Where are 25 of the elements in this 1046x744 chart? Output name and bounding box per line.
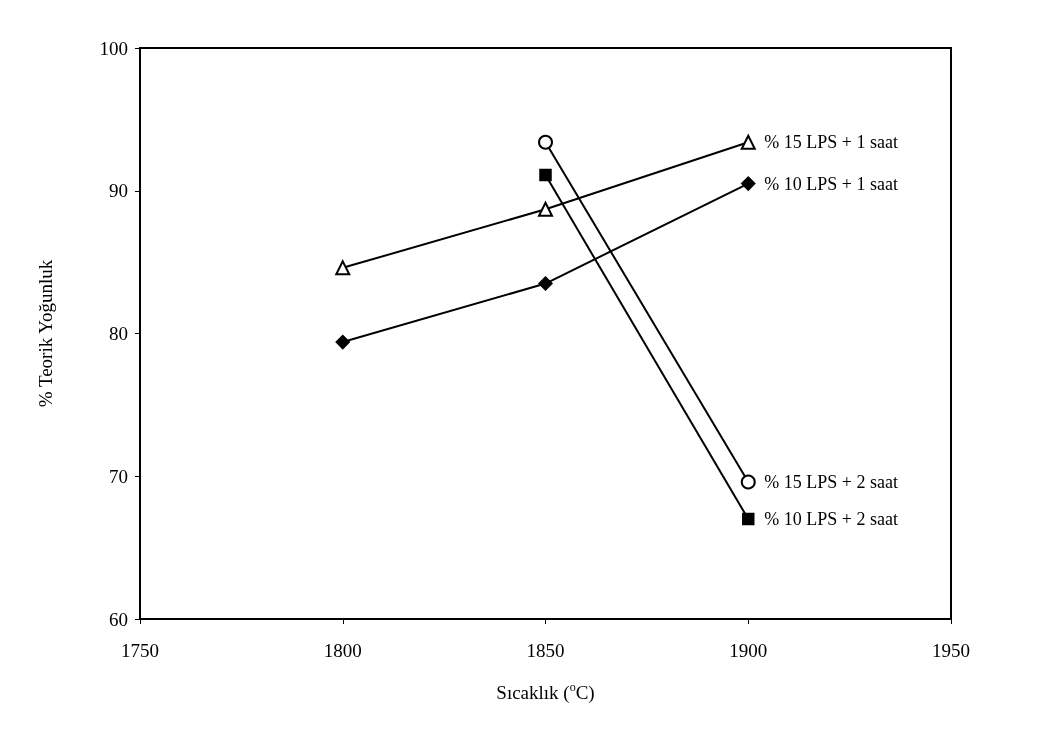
x-tick-label: 1900 [729, 640, 768, 661]
y-tick-label: 100 [99, 37, 128, 59]
y-tick-label: 70 [109, 465, 128, 487]
point [742, 512, 755, 526]
point [538, 201, 553, 217]
point [335, 334, 350, 350]
point [538, 134, 553, 150]
y-tick-label: 90 [109, 180, 128, 202]
series-label: % 15 LPS + 2 saat [764, 471, 898, 492]
x-tick-label: 1850 [526, 640, 565, 661]
y-tick-label: 60 [109, 608, 128, 630]
series-label: % 10 LPS + 1 saat [764, 173, 898, 194]
x-tick-label: 1800 [323, 640, 362, 661]
point [538, 276, 553, 291]
point [741, 176, 756, 191]
point [740, 134, 756, 150]
x-tick-label: 1750 [121, 640, 159, 661]
point [539, 168, 552, 182]
point [740, 474, 756, 490]
y-axis-title: % Teorik Yoğunluk [35, 259, 56, 408]
x-tick-label: 1950 [932, 640, 970, 661]
series-label: % 15 LPS + 1 saat [764, 132, 898, 153]
point [335, 260, 351, 276]
series-label: % 10 LPS + 2 saat [764, 509, 898, 530]
y-tick-label: 80 [109, 323, 128, 344]
